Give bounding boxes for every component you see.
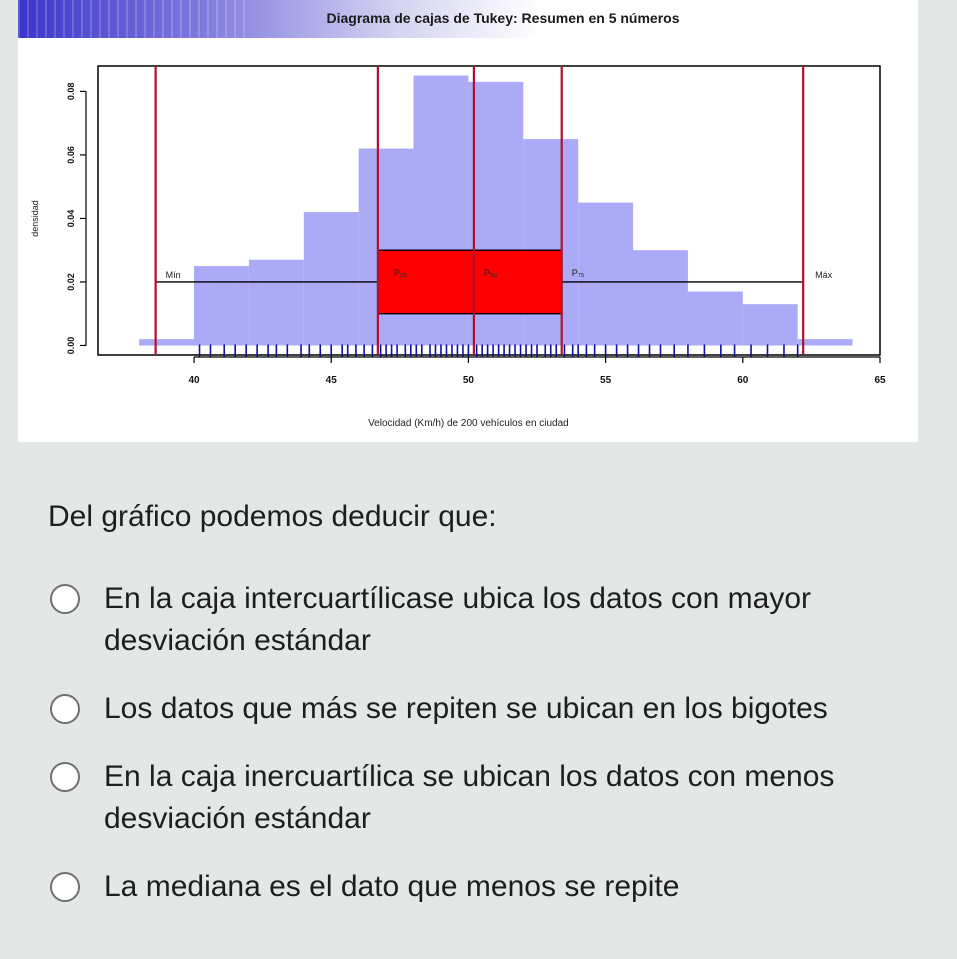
- question-prompt: Del gráfico podemos deducir que:: [48, 500, 497, 533]
- iqr-box: [377, 249, 563, 315]
- chart-title-bar: Diagrama de cajas de Tukey: Resumen en 5…: [18, 0, 918, 38]
- x-tick-label: 65: [874, 375, 886, 386]
- y-axis: 0.00 0.02 0.04 0.06 0.08: [66, 83, 87, 355]
- histogram-bar: [687, 291, 743, 346]
- option-label: En la caja inercuartílica se ubican los …: [104, 760, 835, 835]
- y-tick-label: 0.00: [66, 337, 76, 355]
- y-tick-label: 0.06: [66, 146, 76, 164]
- answer-options: En la caja intercuartílicase ubica los d…: [50, 578, 930, 934]
- y-tick-label: 0.04: [66, 210, 76, 228]
- histogram-bar: [797, 339, 853, 346]
- option-1[interactable]: En la caja intercuartílicase ubica los d…: [50, 578, 930, 662]
- max-label: Máx: [815, 270, 833, 280]
- histogram-bar: [578, 202, 634, 346]
- histogram-bar: [248, 259, 304, 346]
- histogram-bar: [194, 266, 249, 346]
- option-label: En la caja intercuartílicase ubica los d…: [104, 582, 812, 657]
- x-tick-label: 60: [737, 375, 749, 386]
- x-tick-label: 45: [326, 375, 338, 386]
- chart-title: Diagrama de cajas de Tukey: Resumen en 5…: [326, 10, 680, 26]
- histogram-bar: [358, 148, 414, 346]
- histogram-bar: [633, 250, 688, 346]
- radio-button[interactable]: [50, 694, 80, 724]
- x-axis: 40 45 50 55 60 65: [188, 356, 886, 386]
- x-tick-label: 55: [600, 375, 612, 386]
- option-2[interactable]: Los datos que más se repiten se ubican e…: [50, 688, 930, 730]
- x-tick-label: 40: [188, 375, 200, 386]
- radio-button[interactable]: [50, 762, 80, 792]
- q1-label: P₂₅: [394, 268, 407, 278]
- y-tick-label: 0.02: [66, 273, 76, 291]
- y-axis-label: densidad: [30, 200, 40, 237]
- option-label: Los datos que más se repiten se ubican e…: [104, 692, 828, 725]
- histogram-bar: [742, 304, 798, 346]
- y-tick-label: 0.08: [66, 83, 76, 101]
- option-label: La mediana es el dato que menos se repit…: [104, 870, 680, 903]
- chart-figure: Diagrama de cajas de Tukey: Resumen en 5…: [18, 0, 918, 442]
- option-4[interactable]: La mediana es el dato que menos se repit…: [50, 866, 930, 908]
- min-label: Mín: [166, 270, 181, 280]
- histogram-bar: [523, 139, 579, 346]
- q3-label: P₇₅: [572, 268, 585, 278]
- histogram-bar: [139, 339, 195, 346]
- histogram-bar: [303, 212, 359, 346]
- radio-button[interactable]: [50, 584, 80, 614]
- x-axis-label: Velocidad (Km/h) de 200 vehículos en ciu…: [368, 418, 569, 429]
- x-tick-label: 50: [463, 375, 475, 386]
- option-3[interactable]: En la caja inercuartílica se ubican los …: [50, 756, 930, 840]
- chart-svg: Mín P₂₅ P₅₀ P₇₅ Máx 40 45 50 55 60 65 Velocidad (Km…: [30, 65, 886, 429]
- radio-button[interactable]: [50, 872, 80, 902]
- median-label: P₅₀: [484, 268, 498, 278]
